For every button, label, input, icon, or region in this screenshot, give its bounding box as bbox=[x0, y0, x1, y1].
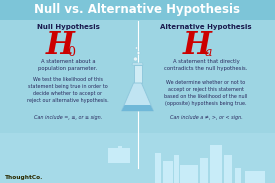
Text: a: a bbox=[204, 46, 212, 59]
Text: H: H bbox=[46, 29, 75, 61]
FancyBboxPatch shape bbox=[210, 145, 222, 183]
FancyBboxPatch shape bbox=[0, 0, 275, 20]
FancyBboxPatch shape bbox=[224, 155, 232, 183]
Polygon shape bbox=[122, 105, 153, 111]
Polygon shape bbox=[108, 146, 130, 163]
Text: We test the likelihood of this
statement being true in order to
decide whether t: We test the likelihood of this statement… bbox=[27, 77, 109, 103]
Text: Null vs. Alternative Hypothesis: Null vs. Alternative Hypothesis bbox=[34, 3, 241, 16]
FancyBboxPatch shape bbox=[245, 171, 265, 183]
Text: Can include =, ≤, or ≥ sign.: Can include =, ≤, or ≥ sign. bbox=[34, 115, 102, 120]
FancyBboxPatch shape bbox=[155, 153, 161, 183]
Text: Alternative Hypothesis: Alternative Hypothesis bbox=[160, 24, 252, 30]
Circle shape bbox=[137, 51, 140, 55]
Text: Can include a ≠, >, or < sign.: Can include a ≠, >, or < sign. bbox=[170, 115, 242, 120]
Text: We determine whether or not to
accept or reject this statement
based on the like: We determine whether or not to accept or… bbox=[164, 80, 248, 106]
FancyBboxPatch shape bbox=[235, 168, 241, 183]
FancyBboxPatch shape bbox=[174, 155, 179, 183]
Text: 0: 0 bbox=[67, 46, 75, 59]
Text: ThoughtCo.: ThoughtCo. bbox=[5, 175, 43, 180]
Text: Null Hypothesis: Null Hypothesis bbox=[37, 24, 100, 30]
FancyBboxPatch shape bbox=[180, 165, 198, 183]
Circle shape bbox=[133, 57, 138, 61]
Polygon shape bbox=[122, 83, 153, 111]
FancyBboxPatch shape bbox=[200, 158, 208, 183]
FancyBboxPatch shape bbox=[0, 133, 275, 183]
FancyBboxPatch shape bbox=[163, 161, 173, 183]
Circle shape bbox=[135, 47, 138, 49]
Text: A statement about a
population parameter.: A statement about a population parameter… bbox=[39, 59, 98, 71]
Text: H: H bbox=[183, 29, 211, 61]
Text: A statement that directly
contradicts the null hypothesis.: A statement that directly contradicts th… bbox=[164, 59, 248, 71]
Polygon shape bbox=[133, 65, 142, 83]
Polygon shape bbox=[132, 63, 143, 65]
